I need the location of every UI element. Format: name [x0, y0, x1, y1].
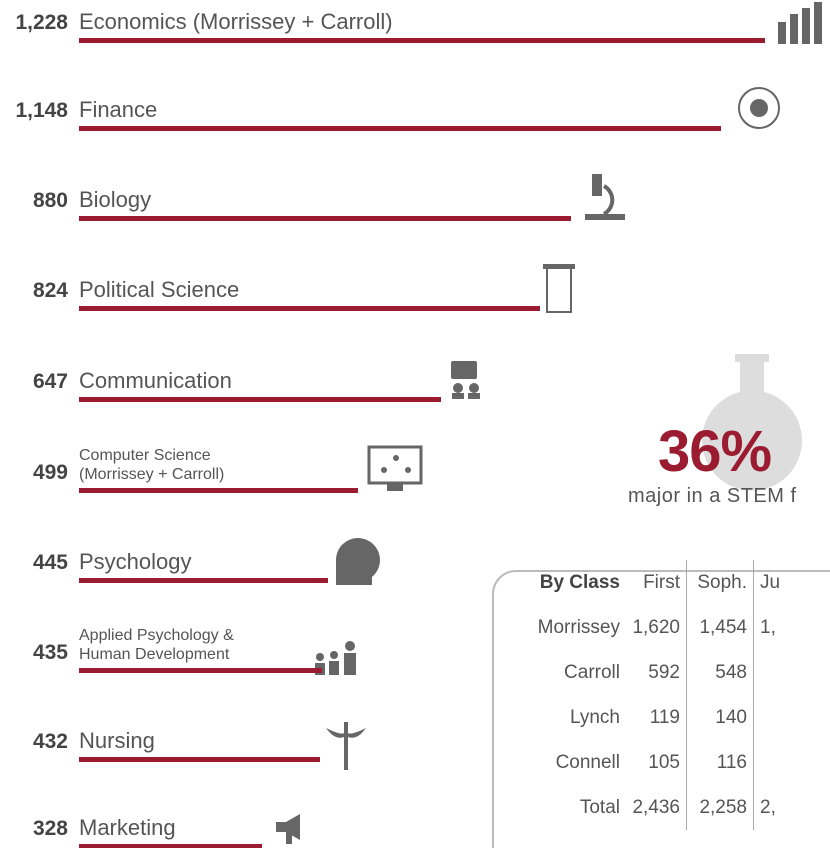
podium-icon [543, 264, 575, 312]
table-cell [754, 650, 787, 695]
communication-icon [451, 361, 480, 399]
bar [79, 757, 320, 762]
table-cell: Lynch [510, 695, 626, 740]
bar-row: 445 Psychology [0, 514, 192, 574]
category-label: Psychology [79, 550, 192, 574]
value-label: 880 [0, 189, 68, 212]
table-cell: Soph. [687, 560, 754, 605]
table-cell: 105 [626, 740, 687, 785]
value-label: 499 [0, 461, 68, 484]
value-label: 824 [0, 279, 68, 302]
table-cell: 140 [687, 695, 754, 740]
bar-row: 1,148 Finance [0, 62, 157, 122]
value-label: 445 [0, 551, 68, 574]
bar-row: 824 Political Science [0, 242, 239, 302]
bar [79, 216, 571, 221]
bar-row: 328 Marketing [0, 780, 176, 840]
category-label: Biology [79, 188, 151, 212]
stem-caption: major in a STEM f [628, 485, 797, 508]
table-cell: 592 [626, 650, 687, 695]
value-label: 328 [0, 817, 68, 840]
bar [79, 844, 262, 848]
bar [79, 306, 540, 311]
psychology-icon [336, 538, 380, 585]
table-cell: 1,454 [687, 605, 754, 650]
bar-row: 1,228 Economics (Morrissey + Carroll) [0, 0, 393, 34]
value-label: 435 [0, 641, 68, 664]
table-cell [754, 695, 787, 740]
computer-icon [369, 447, 421, 491]
category-label: Economics (Morrissey + Carroll) [79, 10, 393, 34]
value-label: 647 [0, 370, 68, 393]
stem-percent: 36% [658, 418, 771, 485]
bar [79, 38, 765, 43]
category-label: Marketing [79, 816, 176, 840]
table-cell [754, 740, 787, 785]
table-cell: Ju [754, 560, 787, 605]
table-cell: 2, [754, 785, 787, 830]
marketing-icon [276, 814, 300, 844]
economics-icon [778, 2, 822, 44]
bar-row: 880 Biology [0, 152, 151, 212]
category-label: Applied Psychology & Human Development [79, 627, 279, 664]
value-label: 432 [0, 730, 68, 753]
table-cell: 1, [754, 605, 787, 650]
table-cell: 116 [687, 740, 754, 785]
table-cell: 1,620 [626, 605, 687, 650]
bar [79, 126, 721, 131]
table-cell: By Class [510, 560, 626, 605]
table-cell: 2,436 [626, 785, 687, 830]
table-cell: Connell [510, 740, 626, 785]
table-cell: 2,258 [687, 785, 754, 830]
category-label: Communication [79, 369, 232, 393]
category-label: Finance [79, 98, 157, 122]
nursing-icon [326, 722, 366, 770]
table-cell: 119 [626, 695, 687, 740]
bar-row: 647 Communication [0, 333, 232, 393]
bar [79, 668, 322, 673]
category-label: Political Science [79, 278, 239, 302]
finance-icon [739, 88, 779, 128]
table-cell: 548 [687, 650, 754, 695]
table-cell: Carroll [510, 650, 626, 695]
bar [79, 488, 358, 493]
infographic: 36% major in a STEM f By ClassFirstSoph.… [0, 0, 830, 848]
table-cell: Morrissey [510, 605, 626, 650]
bar [79, 578, 328, 583]
value-label: 1,148 [0, 99, 68, 122]
table-cell: Total [510, 785, 626, 830]
category-label: Computer Science (Morrissey + Carroll) [79, 447, 279, 484]
value-label: 1,228 [0, 11, 68, 34]
bar [79, 397, 441, 402]
table-cell: First [626, 560, 687, 605]
bar-row: 432 Nursing [0, 693, 155, 753]
biology-icon [585, 174, 625, 220]
bar-row: 499 Computer Science (Morrissey + Carroll… [0, 424, 279, 484]
category-label: Nursing [79, 729, 155, 753]
bar-row: 435 Applied Psychology & Human Developmen… [0, 604, 279, 664]
